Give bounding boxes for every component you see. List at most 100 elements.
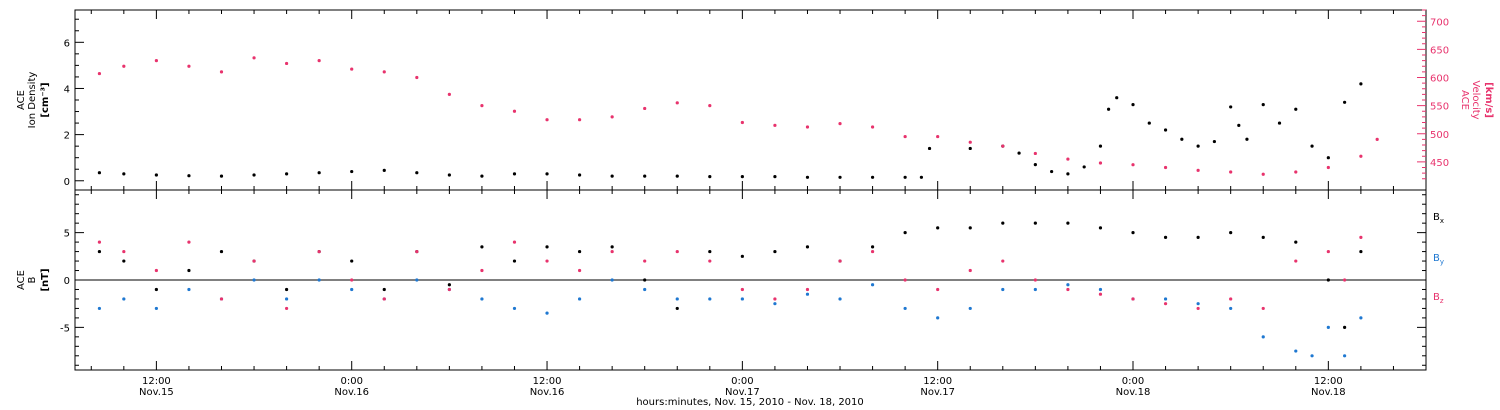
ion-density-point: [219, 174, 224, 178]
ion-density-point: [512, 172, 517, 176]
by-point: [1001, 287, 1005, 292]
velocity-point: [1001, 144, 1005, 148]
velocity-point: [936, 134, 940, 139]
by-point: [610, 278, 614, 282]
top-right-axis-title-1: ACE: [1459, 90, 1470, 110]
by-point: [643, 287, 647, 292]
legend: Bx By Bz: [1433, 212, 1444, 305]
legend-by: By: [1433, 253, 1444, 266]
bx-point: [577, 249, 582, 254]
top-left-axis-title-1: ACE: [16, 90, 27, 110]
ion-density-point: [480, 174, 484, 178]
bottom-left-axis-title-2: B: [27, 276, 38, 283]
top-left-axis-unit: [cm⁻³]: [40, 82, 51, 117]
by-point: [968, 306, 972, 311]
x-tick-label-date: Nov.17: [725, 387, 760, 398]
bx-point: [1196, 235, 1200, 239]
bx-point: [97, 249, 102, 254]
by-point: [97, 306, 102, 311]
bz-point: [252, 259, 256, 263]
velocity-point: [870, 125, 875, 129]
ion-density-point: [97, 171, 102, 175]
ion-density-point: [927, 146, 932, 151]
by-point: [545, 311, 549, 315]
axis-ticks: 12:00Nov.150:00Nov.1612:00Nov.160:00Nov.…: [60, 9, 1449, 398]
ion-density-point: [577, 173, 582, 177]
velocity-point: [447, 92, 451, 96]
bz-point: [838, 259, 842, 263]
bx-point: [382, 287, 386, 292]
by-point: [415, 278, 419, 282]
x-tick-label-date: Nov.17: [920, 387, 955, 398]
by-point: [317, 278, 321, 282]
bx-point: [643, 278, 647, 282]
bx-point: [1066, 221, 1070, 225]
top-right-y-tick-label: 500: [1430, 130, 1449, 141]
velocity-point: [97, 71, 102, 76]
x-tick-label-date: Nov.18: [1116, 387, 1151, 398]
bz-point: [1098, 292, 1103, 296]
by-point: [252, 278, 256, 282]
ion-density-point: [1066, 172, 1070, 176]
velocity-point: [740, 120, 744, 125]
data-points: [97, 56, 1379, 358]
ion-density-point: [1017, 151, 1021, 155]
bx-point: [1131, 231, 1135, 235]
velocity-point: [610, 115, 614, 119]
by-point: [870, 283, 875, 287]
by-point: [577, 297, 582, 301]
bz-point: [1131, 297, 1135, 301]
bottom-left-axis-title-1: ACE: [16, 270, 27, 290]
bx-point: [740, 254, 744, 258]
bx-point: [1001, 221, 1005, 225]
velocity-point: [350, 67, 354, 71]
bz-point: [1326, 249, 1330, 254]
ion-density-point: [1277, 121, 1282, 125]
velocity-point: [903, 134, 907, 139]
ion-density-point: [154, 173, 158, 177]
bz-point: [708, 259, 712, 263]
bx-point: [936, 226, 940, 230]
by-point: [1294, 349, 1298, 353]
ion-density-point: [1147, 121, 1151, 125]
bottom-left-axis-unit: [nT]: [40, 268, 51, 291]
velocity-point: [968, 140, 972, 144]
velocity-point: [1359, 154, 1363, 158]
velocity-point: [838, 122, 842, 126]
by-point: [1326, 325, 1330, 329]
bz-point: [154, 268, 158, 273]
by-point: [838, 297, 842, 301]
ion-density-point: [1115, 96, 1119, 100]
x-tick-label-time: 12:00: [923, 376, 952, 387]
bx-point: [903, 231, 907, 235]
bz-point: [903, 278, 907, 282]
bz-point: [577, 268, 582, 273]
top-right-axis-title-2: Velocity: [1470, 80, 1481, 119]
ion-density-point: [805, 175, 810, 179]
top-panel-frame: [74, 9, 1427, 191]
top-left-y-tick-label: 6: [64, 38, 70, 49]
velocity-point: [1261, 172, 1265, 176]
ion-density-point: [1180, 137, 1184, 141]
by-point: [1163, 297, 1168, 301]
x-tick-label-date: Nov.18: [1311, 387, 1346, 398]
bz-point: [773, 297, 777, 301]
by-point: [512, 306, 517, 311]
ion-density-point: [415, 171, 419, 175]
bx-point: [870, 245, 875, 249]
ion-density-point: [919, 175, 924, 179]
ion-density-point: [1310, 144, 1314, 148]
ion-density-point: [447, 173, 451, 177]
velocity-point: [415, 75, 419, 80]
ion-density-point: [870, 175, 875, 179]
bx-point: [480, 245, 484, 249]
bx-point: [773, 249, 777, 254]
bz-point: [610, 249, 614, 254]
by-point: [1229, 306, 1233, 311]
ion-density-point: [968, 146, 972, 151]
bz-point: [675, 249, 679, 254]
bx-point: [122, 259, 126, 263]
ion-density-point: [1131, 103, 1135, 107]
bz-point: [415, 249, 419, 254]
